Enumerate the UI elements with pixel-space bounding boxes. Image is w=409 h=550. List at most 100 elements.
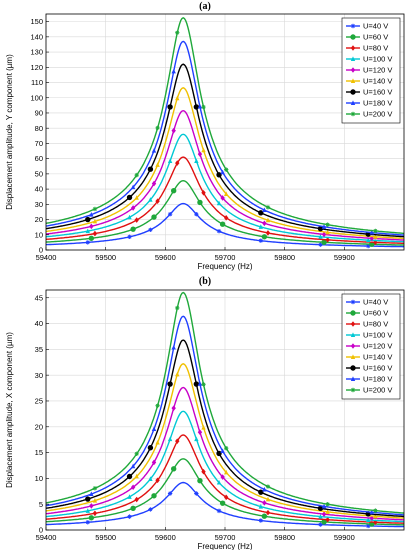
y-tick-label: 20 [35, 215, 43, 224]
y-axis-label: Displacement amplitude, X component (µm) [5, 332, 14, 488]
data-point [197, 151, 203, 157]
data-point [201, 147, 206, 153]
y-tick-label: 140 [30, 32, 43, 41]
legend-label: U=120 V [363, 342, 392, 351]
data-point [197, 478, 203, 484]
legend-label: U=80 V [363, 320, 388, 329]
data-point [321, 224, 327, 229]
data-point [373, 513, 378, 519]
data-point [85, 228, 90, 234]
data-point [151, 148, 157, 153]
x-tick-label: 59800 [274, 533, 295, 542]
data-point [369, 229, 374, 235]
y-tick-label: 40 [35, 185, 43, 194]
data-point [175, 438, 180, 444]
data-point [373, 234, 378, 239]
data-point [265, 484, 271, 489]
data-point [170, 188, 177, 194]
data-point [265, 205, 271, 210]
data-point [216, 172, 222, 178]
series-line-U180V [45, 40, 405, 236]
data-point [262, 207, 267, 213]
data-point [197, 199, 203, 206]
x-tick-label: 59500 [95, 253, 116, 262]
data-point [88, 235, 95, 241]
data-point [92, 510, 98, 517]
data-point [194, 158, 199, 163]
data-point [258, 503, 263, 509]
x-tick-label: 59400 [36, 253, 57, 262]
legend-label: U=40 V [363, 298, 388, 307]
data-point [155, 439, 160, 445]
data-point [92, 218, 98, 224]
data-point [201, 104, 206, 110]
legend-marker [350, 365, 356, 371]
data-point [127, 514, 132, 519]
x-tick-label: 59700 [215, 253, 236, 262]
series-line-U140V [45, 363, 405, 519]
legend-marker [350, 100, 356, 105]
data-point [318, 522, 323, 527]
legend-marker [350, 78, 356, 83]
data-point [219, 500, 226, 506]
y-tick-label: 15 [35, 448, 43, 457]
data-point [167, 491, 173, 496]
data-point [92, 486, 98, 491]
data-point [167, 104, 173, 110]
y-tick-label: 0 [39, 246, 43, 255]
data-point [366, 243, 371, 249]
x-tick-label: 59500 [95, 533, 116, 542]
data-point [151, 214, 157, 220]
data-point [325, 502, 330, 507]
series-line-U100V [45, 133, 404, 243]
series-line-U120V [45, 386, 405, 521]
legend-label: U=160 V [363, 364, 392, 373]
data-point [85, 508, 90, 513]
data-point [318, 234, 323, 239]
data-point [85, 216, 91, 223]
data-point [366, 523, 371, 529]
data-point [130, 226, 136, 232]
data-point [175, 371, 180, 377]
data-point [321, 239, 327, 245]
data-point [85, 240, 90, 245]
y-tick-label: 80 [35, 124, 43, 133]
legend-label: U=180 V [363, 375, 392, 384]
data-point [223, 446, 229, 451]
legend-label: U=100 V [363, 55, 392, 64]
data-point [175, 160, 180, 166]
legend-label: U=60 V [363, 33, 388, 42]
data-point [89, 211, 94, 217]
legend-marker [350, 332, 356, 337]
data-point [321, 511, 327, 517]
data-point [220, 195, 225, 201]
data-point [171, 405, 176, 411]
y-tick-label: 20 [35, 422, 43, 431]
y-tick-label: 100 [30, 93, 43, 102]
series-line-U100V [45, 410, 404, 523]
data-point [175, 30, 180, 35]
x-tick-label: 59400 [36, 533, 57, 542]
data-point [193, 381, 200, 387]
x-tick-label: 59600 [155, 253, 176, 262]
data-point [220, 448, 225, 453]
data-point [201, 468, 206, 475]
legend-marker [350, 299, 356, 305]
data-point [369, 509, 374, 515]
data-point [134, 172, 139, 178]
chart-panel-1: (a) 59400 59500 59600 59700 59800 59900 0 10 20 30… [5, 1, 405, 271]
data-point [325, 509, 330, 514]
legend: U=40 V U=60 V U=80 V U=100 V U=120 V U=140 V U… [341, 17, 401, 124]
legend-label: U=160 V [363, 88, 392, 97]
data-point [261, 513, 268, 519]
data-point [258, 238, 263, 243]
data-point [171, 68, 176, 74]
data-point [167, 381, 173, 387]
y-tick-label: 30 [35, 371, 43, 380]
y-tick-label: 10 [35, 474, 43, 483]
series-line-U60V [45, 179, 405, 246]
panel-label: (b) [199, 276, 211, 287]
legend-marker [350, 321, 356, 327]
data-point [148, 507, 153, 512]
y-tick-label: 5 [39, 500, 43, 509]
